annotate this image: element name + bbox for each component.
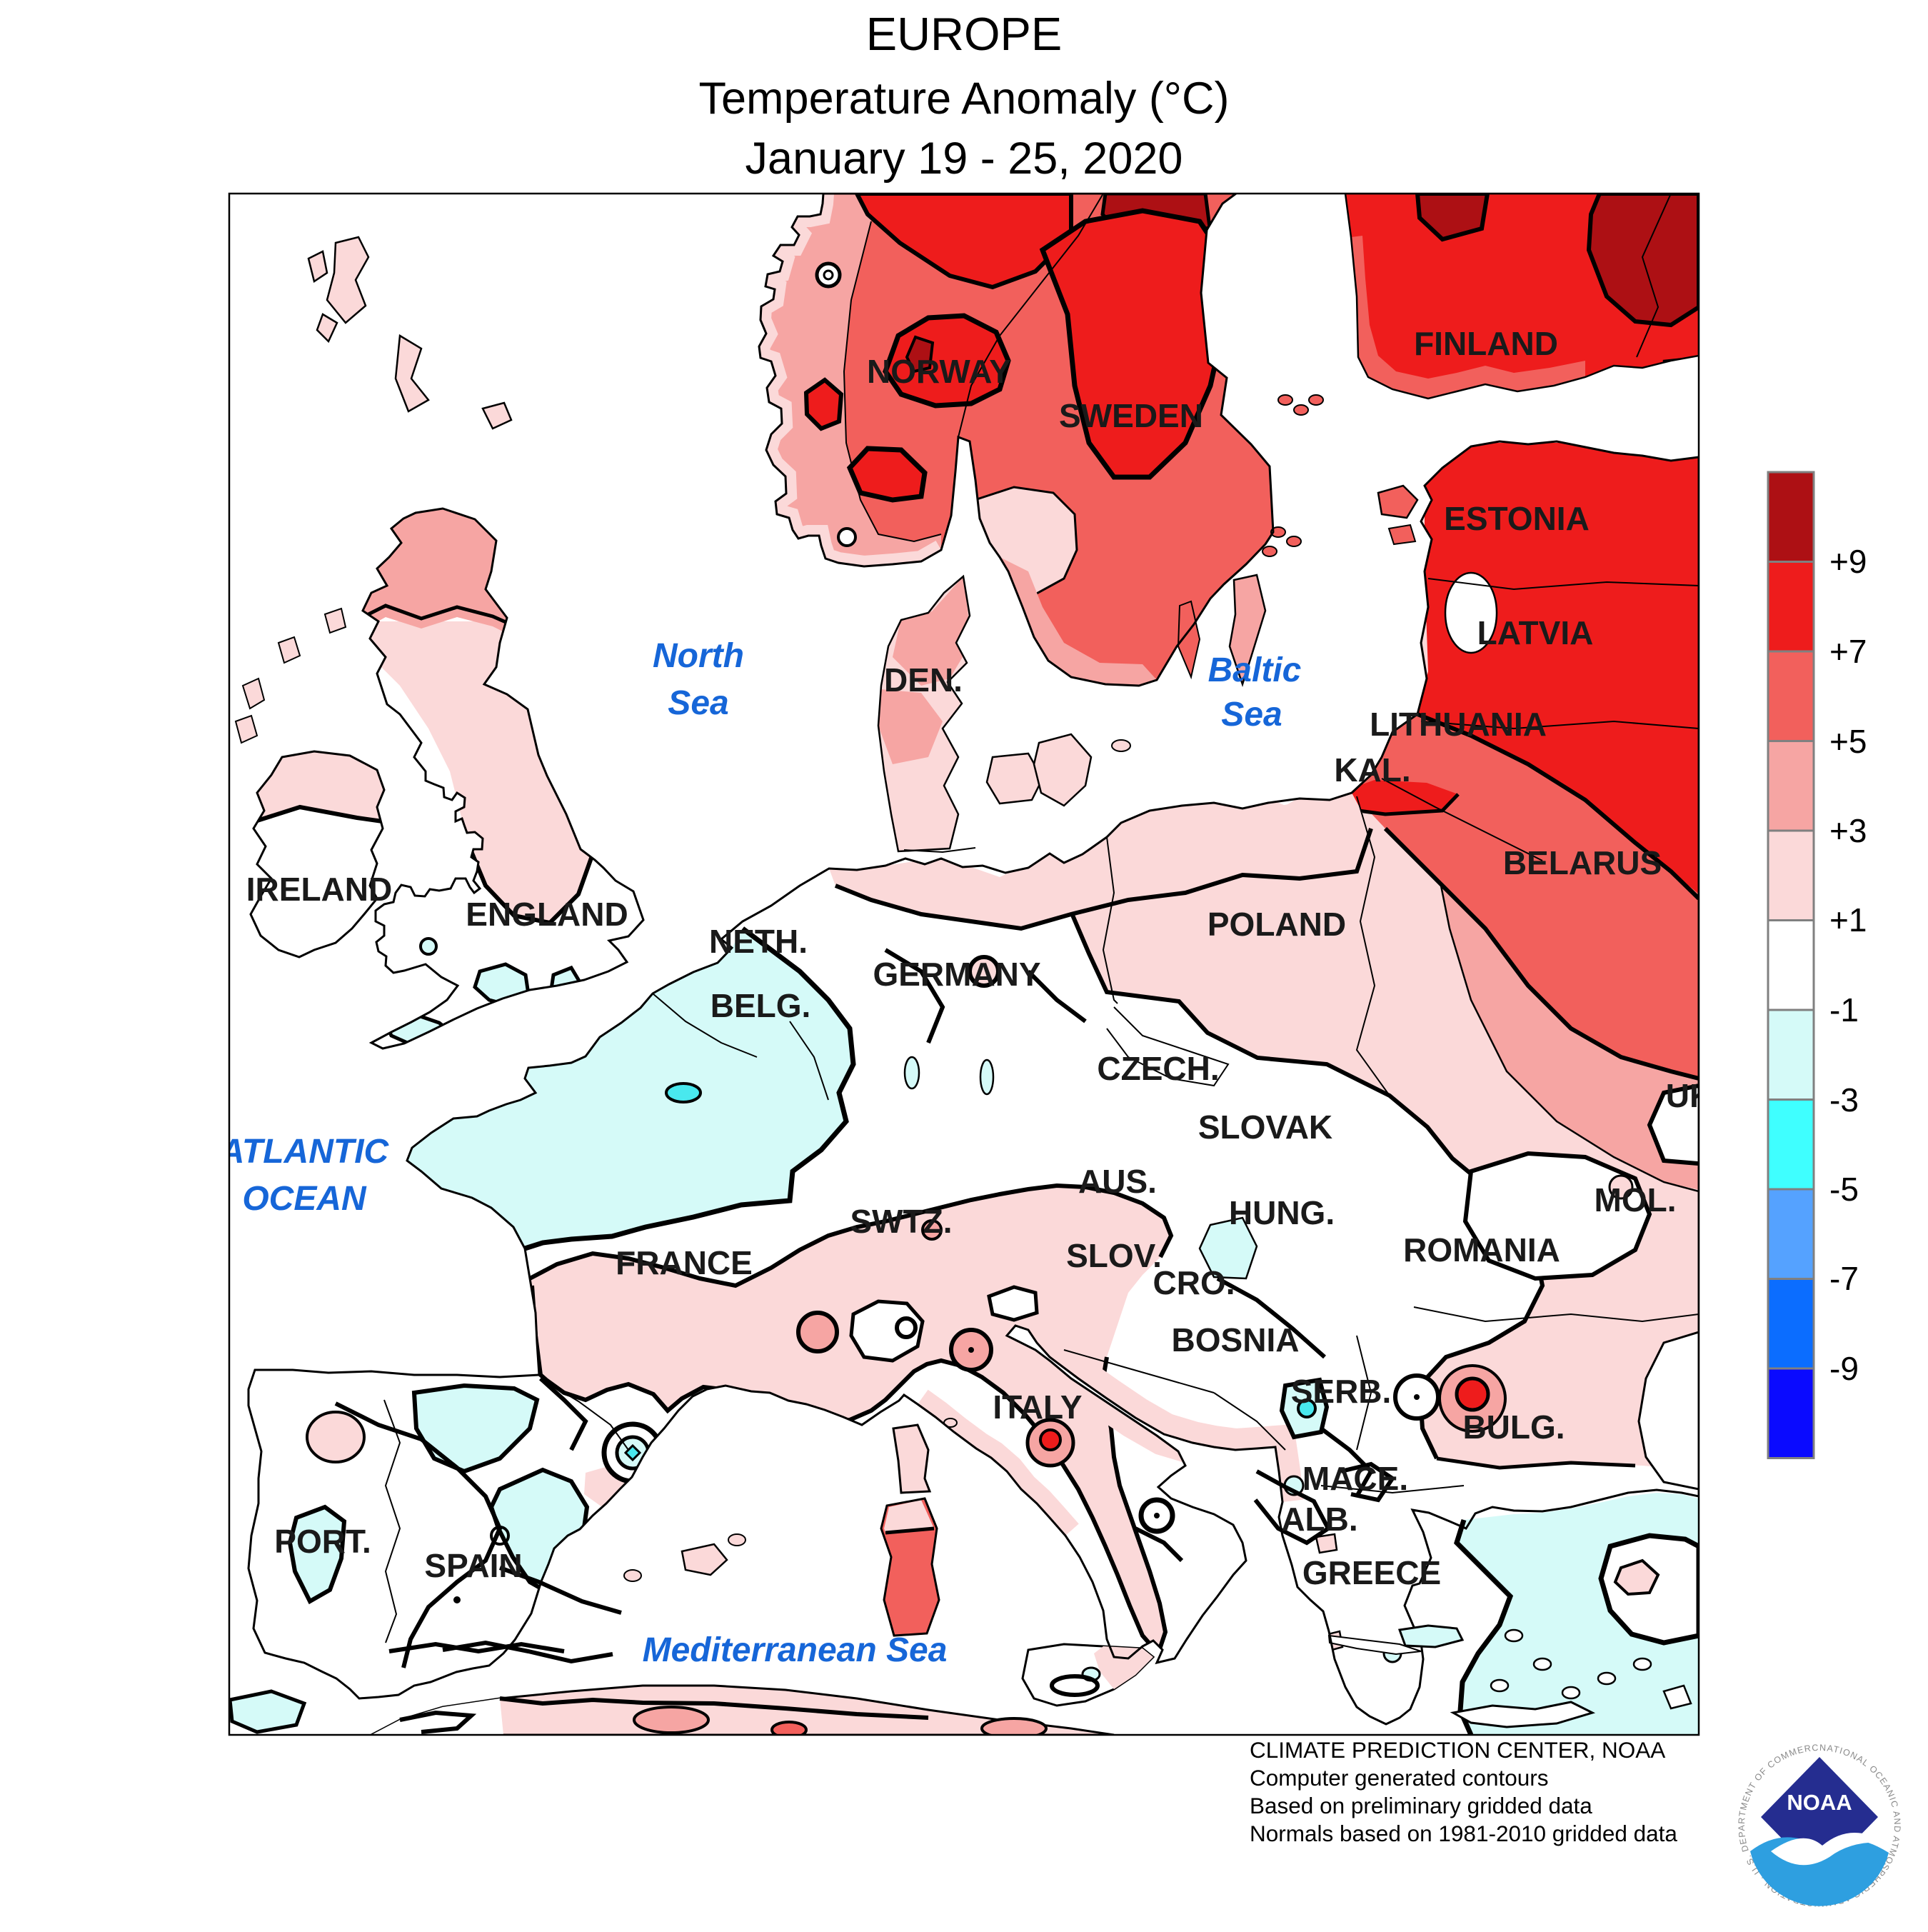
svg-text:SWTZ.: SWTZ. [850, 1203, 952, 1240]
svg-text:North: North [653, 637, 744, 675]
svg-text:-7: -7 [1829, 1260, 1859, 1297]
svg-text:DEN.: DEN. [884, 661, 963, 699]
svg-text:-3: -3 [1829, 1081, 1859, 1118]
svg-text:Based on preliminary gridded d: Based on preliminary gridded data [1250, 1793, 1592, 1818]
svg-text:ESTONIA: ESTONIA [1444, 500, 1590, 537]
svg-text:Mediterranean Sea: Mediterranean Sea [643, 1631, 948, 1669]
svg-text:POLAND: POLAND [1207, 906, 1346, 943]
svg-text:CRO.: CRO. [1153, 1264, 1235, 1301]
svg-text:BOSNIA: BOSNIA [1172, 1321, 1300, 1358]
svg-text:Sea: Sea [1221, 696, 1282, 734]
svg-text:CZECH.: CZECH. [1097, 1050, 1219, 1087]
svg-text:-5: -5 [1829, 1171, 1859, 1208]
svg-text:GREECE: GREECE [1302, 1554, 1441, 1591]
svg-text:SPAIN: SPAIN [424, 1547, 522, 1584]
svg-text:MOL.: MOL. [1595, 1181, 1677, 1218]
svg-text:BULG.: BULG. [1462, 1408, 1565, 1446]
svg-text:NORWAY: NORWAY [867, 353, 1011, 390]
svg-text:Computer generated contours: Computer generated contours [1250, 1765, 1549, 1791]
svg-text:AUS.: AUS. [1078, 1163, 1157, 1200]
svg-text:SWEDEN: SWEDEN [1059, 397, 1203, 434]
svg-text:KAL.: KAL. [1334, 751, 1410, 789]
svg-text:ALB.: ALB. [1281, 1501, 1357, 1538]
svg-text:HUNG.: HUNG. [1229, 1194, 1335, 1231]
svg-text:-1: -1 [1829, 991, 1859, 1028]
svg-text:BELARUS: BELARUS [1503, 844, 1662, 881]
svg-text:-9: -9 [1829, 1350, 1859, 1387]
svg-text:GERMANY: GERMANY [873, 956, 1040, 993]
svg-text:Normals based on 1981-2010 gri: Normals based on 1981-2010 gridded data [1250, 1821, 1677, 1846]
svg-text:+1: +1 [1829, 901, 1867, 939]
svg-text:SERB.: SERB. [1291, 1373, 1392, 1410]
svg-text:CLIMATE PREDICTION CENTER, NOA: CLIMATE PREDICTION CENTER, NOAA [1250, 1737, 1665, 1763]
svg-text:+9: +9 [1829, 543, 1867, 580]
svg-text:NETH.: NETH. [709, 923, 808, 960]
svg-text:ITALY: ITALY [993, 1388, 1082, 1426]
svg-text:ROMANIA: ROMANIA [1403, 1231, 1560, 1268]
svg-text:Temperature Anomaly (°C): Temperature Anomaly (°C) [699, 74, 1230, 124]
svg-text:+5: +5 [1829, 723, 1867, 760]
svg-text:LATVIA: LATVIA [1477, 614, 1594, 651]
svg-text:EUROPE: EUROPE [866, 8, 1063, 60]
svg-text:Sea: Sea [668, 684, 728, 722]
svg-text:BELG.: BELG. [711, 987, 811, 1024]
svg-text:LITHUANIA: LITHUANIA [1370, 706, 1547, 743]
svg-text:FRANCE: FRANCE [616, 1244, 753, 1281]
svg-text:FINLAND: FINLAND [1414, 325, 1558, 362]
svg-text:IRELAND: IRELAND [246, 871, 392, 908]
svg-text:NOAA: NOAA [1787, 1790, 1852, 1815]
svg-text:+3: +3 [1829, 812, 1867, 849]
svg-text:+7: +7 [1829, 633, 1867, 670]
svg-text:MACE.: MACE. [1302, 1460, 1408, 1497]
svg-text:ATLANTIC: ATLANTIC [219, 1133, 390, 1171]
svg-text:PORT.: PORT. [274, 1523, 371, 1560]
svg-text:Baltic: Baltic [1208, 651, 1302, 689]
svg-text:OCEAN: OCEAN [242, 1180, 367, 1218]
svg-text:ENGLAND: ENGLAND [466, 896, 628, 933]
svg-text:UK: UK [1666, 1077, 1713, 1114]
svg-text:January 19 - 25, 2020: January 19 - 25, 2020 [745, 134, 1183, 184]
svg-text:SLOVAK: SLOVAK [1198, 1108, 1332, 1146]
svg-text:SLOV.: SLOV. [1066, 1237, 1162, 1274]
